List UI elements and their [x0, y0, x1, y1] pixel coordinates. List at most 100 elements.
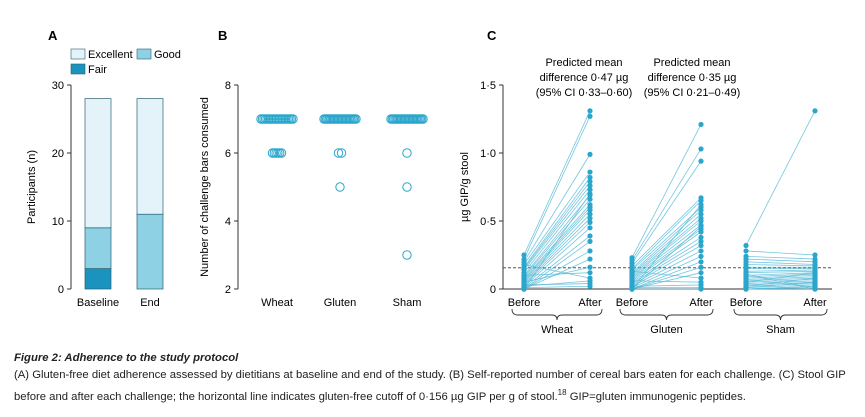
point-wheat-after: [587, 151, 593, 157]
annotation-gluten-line-2: difference 0·35 µg: [648, 72, 737, 84]
point-gluten-after: [698, 158, 704, 164]
point-gluten-after: [698, 275, 704, 281]
pair-line-sham: [745, 264, 816, 267]
annotation-wheat-line-3: (95% CI 0·33–0·60): [536, 87, 633, 99]
point-sham-after: [812, 108, 818, 114]
point-wheat-after: [587, 238, 593, 244]
group-brace-gluten: [619, 308, 714, 321]
pair-line-gluten: [631, 209, 702, 273]
annotation-wheat-line-1: Predicted mean: [545, 57, 622, 69]
point-wheat-before: [521, 261, 527, 268]
x-tick-label-sham-before: Before: [730, 297, 762, 309]
pair-line-sham: [745, 281, 816, 289]
point-wheat-after: [587, 233, 593, 239]
pair-line-wheat: [523, 264, 591, 279]
pair-line-gluten: [631, 207, 702, 271]
pair-line-wheat: [523, 241, 591, 290]
pair-line-gluten: [631, 250, 702, 287]
y-tick-label: 2: [225, 284, 231, 296]
point-gluten-after: [698, 218, 704, 224]
bar-baseline-good: [84, 227, 112, 269]
point-wheat-after: [587, 270, 593, 276]
pair-line-sham: [745, 110, 816, 246]
point-gluten-before: [629, 286, 635, 292]
point-gluten-after: [698, 253, 704, 259]
point-wheat-after: [587, 248, 593, 254]
point-gluten-after: [698, 234, 704, 240]
point-wheat-6: [276, 148, 287, 158]
point-sham-before: [743, 279, 749, 285]
point-sham-before: [743, 286, 749, 292]
legend-label-fair: Fair: [88, 64, 107, 76]
point-wheat-after: [587, 178, 593, 185]
pair-line-sham: [745, 277, 816, 287]
legend-swatch-excellent: [70, 48, 86, 60]
legend-label-good: Good: [154, 49, 181, 61]
legend-label-excellent: Excellent: [88, 49, 133, 61]
y-tick-label: 8: [225, 80, 231, 92]
caption-tail-text: GIP=gluten immunogenic peptides.: [566, 390, 746, 403]
pair-line-gluten: [631, 197, 702, 267]
point-wheat-after: [587, 211, 593, 217]
pair-line-sham: [745, 261, 816, 265]
point-wheat-after: [587, 169, 593, 175]
x-tick-label-end: End: [140, 297, 160, 309]
pair-line-wheat: [523, 171, 591, 265]
pair-line-gluten: [631, 241, 702, 284]
panel-label-a: A: [48, 28, 58, 43]
x-tick-label-gluten-after: After: [689, 297, 713, 309]
pair-line-wheat: [523, 235, 591, 288]
pair-line-wheat: [523, 272, 591, 276]
pair-line-gluten: [631, 270, 702, 279]
x-tick-label-wheat-before: Before: [508, 297, 540, 309]
panel-label-b: B: [218, 28, 227, 43]
point-gluten-after: [698, 229, 704, 235]
pair-line-wheat: [523, 213, 591, 283]
point-wheat-after: [587, 113, 593, 119]
pair-line-sham: [745, 275, 816, 279]
panel-b-chart: 2 4 6 8 Number of challenge bars consumed Whe…: [199, 80, 428, 309]
pair-line-wheat: [523, 207, 591, 280]
point-gluten-after: [698, 207, 704, 213]
caption-title: Figure 2: Adherence to the study protoco…: [14, 352, 239, 364]
x-tick-label-sham: Sham: [393, 297, 422, 309]
point-wheat-after: [587, 283, 593, 289]
pair-line-sham: [745, 285, 816, 290]
point-gluten-after: [698, 238, 704, 244]
caption-reference: 18: [557, 388, 567, 397]
pair-line-sham: [745, 270, 816, 274]
pair-line-gluten: [631, 224, 702, 279]
point-gluten-after: [698, 223, 704, 230]
pair-line-gluten: [631, 280, 702, 283]
group-brace-wheat: [511, 308, 603, 321]
pair-line-wheat: [523, 222, 591, 286]
group-label-wheat: Wheat: [541, 324, 573, 336]
point-wheat-before: [521, 272, 527, 278]
pair-line-gluten: [631, 220, 702, 278]
point-gluten-after: [698, 198, 704, 204]
point-wheat-after: [587, 174, 593, 181]
pair-line-sham: [745, 250, 816, 256]
pair-line-wheat: [523, 285, 591, 289]
panel-c-chart: 0 0·5 1·0 1·5 µg GIP/g stool Before After Wheat…: [459, 57, 832, 336]
legend-swatch-fair: [70, 63, 86, 75]
x-tick-label-gluten-before: Before: [616, 297, 648, 309]
point-wheat-after: [587, 207, 593, 213]
group-label-gluten: Gluten: [650, 324, 682, 336]
point-gluten-after: [698, 259, 704, 265]
y-tick-label: 0: [58, 284, 64, 296]
pair-line-wheat: [523, 194, 591, 276]
point-gluten-after: [698, 242, 704, 249]
pair-line-gluten: [631, 204, 702, 290]
point-gluten-after: [698, 202, 704, 208]
panel-a-chart: Excellent Good Fair 0 10 20 30 Participants (n)…: [26, 48, 181, 309]
x-tick-label-baseline: Baseline: [77, 297, 119, 309]
pair-line-wheat: [523, 283, 591, 286]
point-gluten-after: [698, 270, 704, 276]
panel-label-c: C: [487, 28, 497, 43]
pair-line-sham: [745, 258, 816, 263]
x-tick-label-wheat: Wheat: [261, 297, 293, 309]
point-gluten-6: [336, 148, 347, 158]
y-tick-label: 6: [225, 148, 231, 160]
pair-line-gluten: [631, 266, 702, 290]
